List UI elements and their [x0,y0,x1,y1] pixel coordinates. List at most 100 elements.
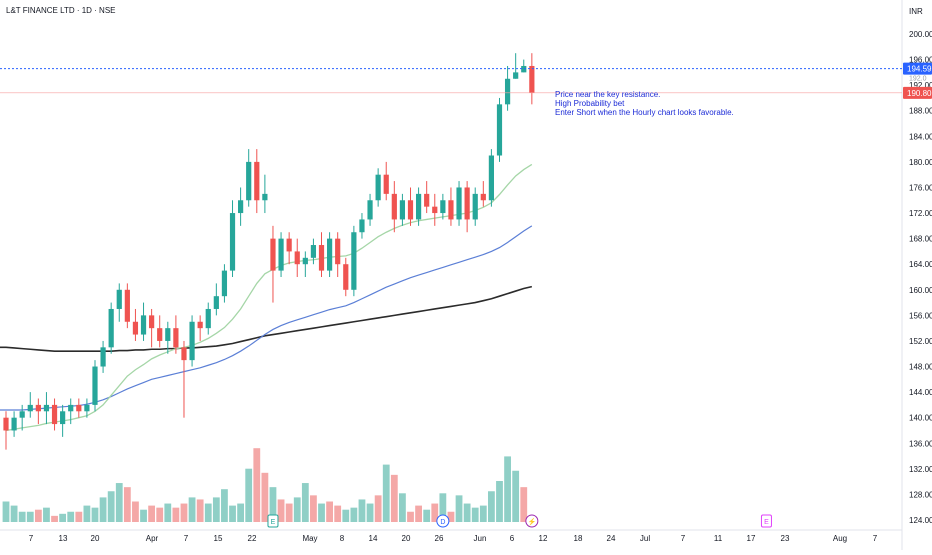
annotation-line-1: Price near the key resistance. [555,90,661,99]
volume-bar [342,509,350,522]
y-tick-label: 136.00 [909,439,932,448]
marker-label: D [440,519,445,526]
chart-title: L&T FINANCE LTD · 1D · NSE [6,6,116,15]
marker-label: E [764,519,769,526]
volume-bar [18,511,26,522]
candle-body [92,366,98,405]
x-tick-label: Jun [474,534,487,543]
volume-bar [512,470,520,522]
y-tick-label: 188.00 [909,107,932,116]
volume-bar [51,515,58,522]
volume-bar [245,468,253,522]
candle-body [229,213,236,271]
volume-bar [221,489,228,522]
x-tick-label: Apr [146,534,159,543]
candle-body [432,206,438,214]
volume-bar [107,491,115,522]
volume-bar [196,499,204,522]
annotation-line-2: High Probability bet [555,99,625,108]
volume-bar [229,505,236,522]
x-tick-label: 23 [781,534,790,543]
candle-body [367,200,373,220]
volume-bar [310,495,317,522]
volume-bar [43,507,50,522]
candle-body [76,404,82,412]
currency-label: INR [909,7,923,16]
candle-body [496,104,503,156]
x-tick-label: 15 [214,534,223,543]
volume-bar [504,456,511,522]
volume-bar [2,501,10,522]
candle-body [3,417,9,431]
x-tick-label: 18 [574,534,583,543]
volume-bar [156,507,164,522]
x-tick-label: 7 [681,534,686,543]
x-tick-label: 26 [435,534,444,543]
y-tick-label: 164.00 [909,260,932,269]
marker-label: ⚡ [527,517,536,526]
volume-bar [148,505,156,522]
y-tick-label: 196.00 [909,56,932,65]
volume-bar [382,464,390,522]
candle-body [205,308,211,329]
volume-bar [123,487,131,522]
volume-bar [496,481,503,522]
volume-bar [447,511,455,522]
candle-body [521,65,527,73]
candle-body [173,328,179,348]
x-tick-label: 7 [29,534,34,543]
candle-body [327,238,333,271]
volume-bar [261,472,269,522]
volume-bar [59,513,67,522]
candle-body [529,65,535,93]
candle-body [124,289,130,322]
volume-bar [439,493,447,522]
volume-bar [269,487,277,522]
candle-body [488,155,494,201]
volume-bar [285,503,293,522]
volume-bar [212,497,220,522]
volume-bar [358,499,366,522]
volume-bar [67,511,75,522]
candle-body [415,193,422,220]
last-price-label: 194.59 [907,65,932,74]
candle-body [60,411,66,425]
candle-body [399,200,406,220]
candle-body [513,72,519,79]
candle-body [270,238,276,271]
earnings-marker [760,514,772,528]
volume-bar [520,487,528,522]
y-tick-label: 176.00 [909,183,932,192]
volume-bar [164,503,172,522]
candle-body [440,200,446,214]
x-tick-label: 20 [402,534,411,543]
candle-body [456,187,462,220]
candle-body [221,270,228,297]
candle-body [68,404,74,412]
y-tick-label: 180.00 [909,158,932,167]
x-tick-label: 8 [340,534,345,543]
candle-body [294,251,300,265]
ma-fast-line [5,163,533,432]
x-tick-label: Aug [833,534,847,543]
volume-bar [277,499,285,522]
candle-body [335,238,341,265]
close-price-tag [903,86,932,99]
y-tick-label: 184.00 [909,132,932,141]
partial-price-label: 192.0 [909,76,927,83]
y-tick-label: 168.00 [909,235,932,244]
candle-body [27,404,33,412]
y-tick-label: 128.00 [909,490,932,499]
candle-body [108,308,114,348]
volume-bar [34,509,42,522]
candle-body [472,193,478,220]
volume-bar [132,501,139,522]
volume-bar [204,503,212,522]
volume-bar [293,497,301,522]
annotation-line-3: Enter Short when the Hourly chart looks … [555,108,734,117]
x-tick-label: Jul [640,534,650,543]
x-tick-label: 24 [607,534,616,543]
y-tick-label: 152.00 [909,337,932,346]
